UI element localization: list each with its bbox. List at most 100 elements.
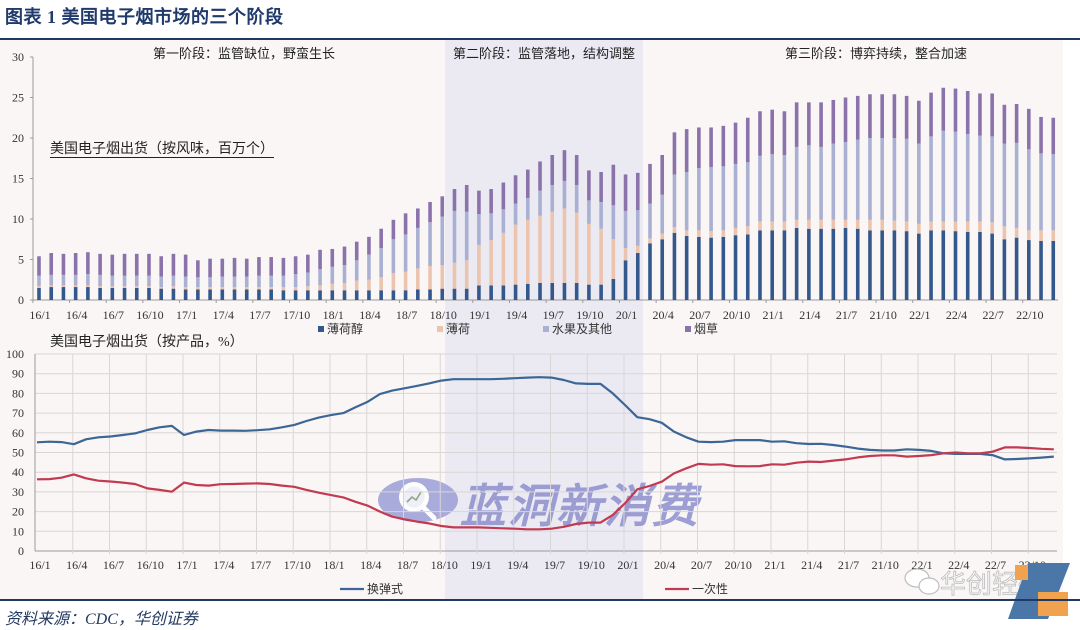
bar-segment [770, 109, 774, 155]
bar-segment [1051, 154, 1056, 231]
phase-2-label: 第二阶段：监管落地，结构调整 [453, 46, 636, 61]
bar-stack [1027, 108, 1031, 300]
figure-title: 图表 1 美国电子烟市场的三个阶段 [5, 7, 284, 27]
bar-stack [489, 189, 493, 300]
brand-logo-icon [1008, 563, 1070, 619]
bar-segment [868, 219, 872, 231]
bar-segment [904, 95, 909, 139]
x-tick-label: 21/7 [836, 308, 857, 322]
bar-segment [855, 219, 860, 229]
y-tick-label: 40 [12, 465, 24, 479]
bar-segment [86, 274, 90, 286]
bar-segment [745, 226, 750, 235]
bar-segment [98, 274, 102, 287]
bar-segment [159, 276, 163, 288]
bar-stack [587, 170, 591, 300]
bar-segment [61, 253, 66, 275]
bar-stack [501, 182, 506, 300]
bar-stack [562, 150, 567, 300]
x-tick-label: 20/1 [617, 558, 638, 572]
bar-segment [379, 290, 383, 300]
bar-segment [208, 277, 212, 288]
bar-segment [978, 135, 982, 222]
bar-segment [990, 93, 994, 137]
bar-segment [379, 277, 383, 291]
bar-stack [379, 228, 383, 300]
bar-segment [49, 274, 54, 286]
bar-segment [684, 172, 689, 231]
bar-segment [1027, 108, 1031, 150]
bar-stack [122, 253, 127, 300]
bar-segment [110, 254, 115, 276]
bar-segment [562, 208, 567, 283]
bar-segment [342, 265, 347, 283]
x-tick-label: 21/4 [801, 558, 822, 572]
bar-stack [843, 97, 848, 300]
x-tick-label: 17/4 [213, 558, 234, 572]
bar-segment [599, 172, 603, 202]
bar-stack [684, 129, 689, 300]
bar-segment [917, 143, 921, 224]
y-tick-label: 15 [12, 172, 24, 186]
bar-segment [464, 288, 469, 300]
bar-stack [892, 94, 897, 300]
bar-segment [672, 132, 677, 175]
bar-segment [208, 258, 212, 278]
bar-segment [98, 253, 102, 275]
bar-segment [978, 231, 982, 300]
bar-segment [281, 290, 286, 300]
x-tick-label: 18/10 [431, 558, 458, 572]
bar-segment [1002, 104, 1007, 144]
bar-segment [464, 260, 469, 289]
x-tick-label: 19/7 [544, 558, 565, 572]
bar-stack [367, 236, 371, 300]
bar-segment [220, 258, 225, 277]
bar-stack [183, 254, 188, 300]
bar-segment [73, 253, 78, 275]
bar-segment [208, 289, 212, 300]
bar-segment [489, 285, 493, 300]
bar-segment [293, 290, 298, 300]
bar-segment [49, 287, 54, 300]
bar-segment [611, 205, 616, 240]
bar-segment [648, 238, 652, 244]
bar-segment [110, 286, 115, 288]
bar-stack [868, 94, 872, 300]
bar-segment [794, 219, 799, 228]
bar-segment [208, 287, 212, 290]
bar-segment [550, 184, 555, 212]
bar-stack [220, 258, 225, 300]
bar-stack [611, 164, 616, 300]
bar-segment [843, 97, 848, 143]
bar-stack [550, 155, 555, 300]
bar-stack [672, 132, 677, 300]
x-tick-label: 20/4 [653, 308, 674, 322]
bar-segment [391, 290, 396, 300]
watermark-text: 蓝洞新消费 [460, 479, 703, 533]
bar-stack [770, 109, 774, 300]
bar-segment [61, 274, 66, 286]
x-tick-label: 20/1 [616, 308, 637, 322]
bar-segment [782, 230, 787, 300]
bar-segment [171, 286, 176, 289]
bar-stack [477, 190, 481, 300]
bar-segment [220, 289, 225, 300]
bar-stack [257, 257, 261, 300]
bar-segment [990, 233, 994, 300]
bar-stack [782, 111, 787, 300]
bar-segment [342, 290, 347, 300]
bar-stack [354, 241, 359, 300]
bar-segment [330, 266, 335, 284]
bar-segment [953, 88, 958, 132]
bar-segment [562, 282, 567, 300]
y-tick-label: 25 [12, 91, 24, 105]
bar-segment [37, 256, 41, 276]
flavor-legend: 薄荷醇 薄荷 水果及其他 烟草 [318, 321, 718, 336]
y-tick-label: 30 [12, 485, 24, 499]
bar-stack [831, 99, 836, 300]
bar-segment [269, 289, 273, 300]
bar-stack [965, 91, 970, 300]
bar-segment [623, 248, 628, 261]
bar-stack [281, 257, 286, 300]
bar-segment [98, 287, 102, 300]
